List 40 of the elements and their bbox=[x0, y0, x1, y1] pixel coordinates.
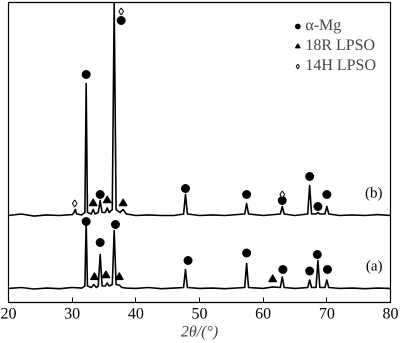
point bbox=[313, 202, 322, 211]
point bbox=[82, 70, 91, 79]
x-tick-label: 60 bbox=[255, 306, 272, 322]
legend-label: 18R LPSO bbox=[305, 37, 376, 55]
point bbox=[102, 195, 112, 204]
point bbox=[278, 196, 287, 205]
point bbox=[82, 217, 91, 226]
point bbox=[90, 272, 99, 280]
legend-label: 14H LPSO bbox=[305, 57, 376, 75]
point bbox=[116, 16, 126, 25]
point bbox=[268, 274, 278, 282]
point bbox=[118, 8, 124, 16]
legend-label: α-Mg bbox=[305, 17, 342, 35]
point bbox=[322, 190, 332, 199]
point bbox=[180, 184, 190, 193]
x-tick-label: 30 bbox=[64, 306, 80, 322]
point bbox=[72, 200, 78, 208]
point bbox=[118, 198, 128, 206]
x-tick-label: 20 bbox=[0, 306, 16, 322]
point bbox=[242, 190, 252, 199]
x-axis-title: 2θ/(°) bbox=[180, 324, 218, 340]
point bbox=[88, 198, 98, 206]
x-tick-label: 70 bbox=[318, 306, 335, 322]
point bbox=[110, 220, 120, 229]
point bbox=[278, 265, 288, 274]
point bbox=[114, 272, 124, 280]
annotation: (b) bbox=[365, 186, 383, 202]
annotation: (a) bbox=[366, 258, 383, 274]
point bbox=[96, 238, 105, 247]
point bbox=[242, 248, 252, 258]
x-tick-label: 40 bbox=[128, 306, 144, 322]
x-tick-label: 50 bbox=[192, 306, 208, 322]
point bbox=[184, 256, 193, 265]
x-tick-label: 80 bbox=[382, 306, 398, 322]
point bbox=[101, 270, 110, 278]
point bbox=[305, 172, 314, 181]
point bbox=[96, 190, 105, 199]
point bbox=[322, 265, 332, 274]
point bbox=[312, 250, 322, 259]
point bbox=[305, 266, 314, 276]
